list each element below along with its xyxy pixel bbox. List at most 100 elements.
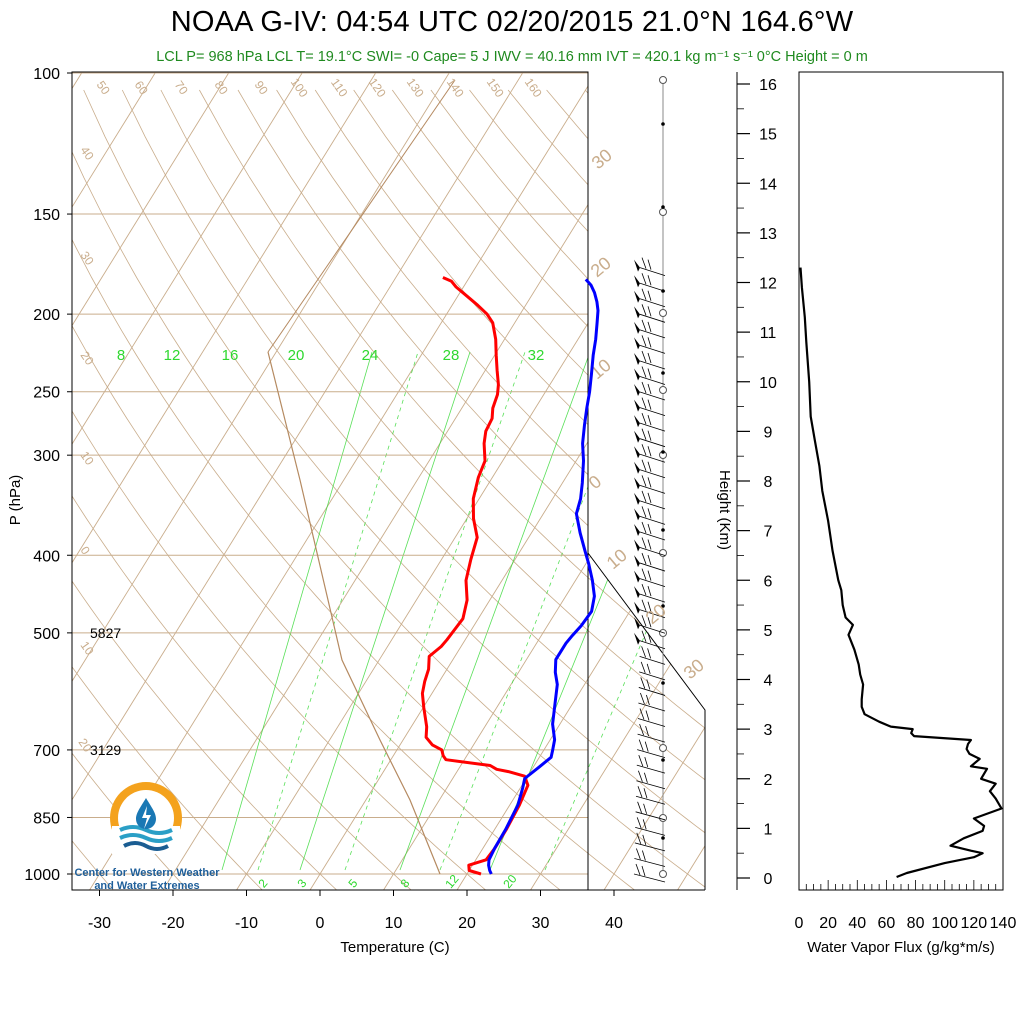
wind-calm-circle xyxy=(659,870,667,878)
logo-line-2: and Water Extremes xyxy=(94,880,199,892)
wind-barb-feather xyxy=(635,863,641,876)
wind-barb-feather xyxy=(647,290,652,301)
wind-barb xyxy=(635,801,666,821)
wind-barb-feather xyxy=(647,446,652,457)
isotherm-line xyxy=(456,489,705,890)
wind-barb-feather xyxy=(641,397,647,409)
wind-barb-shaft xyxy=(639,313,666,323)
wind-barb-shaft xyxy=(639,438,666,448)
isotherm-line xyxy=(72,72,524,801)
wind-barb-feather xyxy=(641,615,647,627)
isotherm-line xyxy=(72,72,377,564)
dry-adiabat-line xyxy=(72,324,561,890)
wind-barb-feather xyxy=(647,337,652,348)
mixing-ratio-line xyxy=(221,351,373,871)
wind-barb-pennant xyxy=(634,368,640,381)
wind-barb-pennant xyxy=(634,430,640,443)
mixing-ratio-line xyxy=(257,351,419,871)
pressure-tick-label: 500 xyxy=(33,626,60,643)
height-tick-label: 7 xyxy=(764,524,773,541)
height-label: 5827 xyxy=(90,625,121,641)
wind-barb-feather xyxy=(646,679,651,690)
wind-barb-pennant xyxy=(634,539,640,552)
dry-adiabat-line xyxy=(72,150,705,888)
wind-barb-pennant xyxy=(634,337,640,350)
wind-barb-feather xyxy=(636,817,642,829)
wind-barb-pennant xyxy=(634,617,640,630)
wind-barb-feather xyxy=(641,568,647,580)
wind-point xyxy=(661,528,665,532)
wind-barb-feather xyxy=(642,850,646,861)
wind-point xyxy=(661,758,665,762)
wind-point xyxy=(661,205,665,209)
x-axis-title: Temperature (C) xyxy=(340,939,449,956)
wind-barb-shaft xyxy=(639,593,666,603)
wind-barb-pennant xyxy=(634,508,640,521)
dewpoint-profile xyxy=(487,278,600,875)
wind-barb-feather xyxy=(641,552,647,565)
wind-barb-shaft xyxy=(639,282,666,292)
wind-barb-feather xyxy=(641,584,647,596)
wind-barb-feather xyxy=(636,832,642,845)
height-tick-label: 13 xyxy=(759,226,777,243)
wind-barb-feather xyxy=(647,539,652,550)
wind-barb-shaft xyxy=(638,687,666,696)
isotherm-label: 130 xyxy=(404,75,427,100)
wind-barb xyxy=(634,335,666,354)
height-tick-label: 10 xyxy=(759,375,777,392)
wind-barb-shaft xyxy=(637,749,666,759)
wind-barb xyxy=(634,615,666,634)
wind-barb xyxy=(634,552,666,572)
isotherm-label: 40 xyxy=(78,144,97,163)
dry-adiabat-line xyxy=(72,752,189,890)
height-tick-label: 0 xyxy=(764,871,773,888)
wind-barb xyxy=(633,863,666,883)
height-tick-label: 4 xyxy=(764,673,773,690)
height-axis-title: Height (Km) xyxy=(716,470,733,550)
height-tick-label: 9 xyxy=(764,424,773,441)
wind-barb-feather xyxy=(641,335,647,347)
height-tick-label: 14 xyxy=(759,176,777,193)
mixing-ratio-label: 12 xyxy=(164,347,181,364)
wind-calm-circle xyxy=(659,386,667,394)
wind-barb xyxy=(639,661,666,681)
isotherm-label: 10 xyxy=(78,639,97,658)
parcel-trace xyxy=(267,351,441,875)
flux-tick-label: 100 xyxy=(931,915,958,932)
temperature-tick-label: -30 xyxy=(88,915,111,932)
isotherm-label: 120 xyxy=(366,75,389,100)
height-tick-label: 6 xyxy=(764,573,773,590)
isotherm-line xyxy=(72,72,304,446)
wind-barb xyxy=(634,397,666,416)
pressure-tick-label: 400 xyxy=(33,548,60,565)
wind-barb-feather xyxy=(641,288,647,300)
wind-barb-feather xyxy=(641,537,647,549)
wind-barb-pennant xyxy=(634,399,640,412)
dry-adiabat-line xyxy=(72,495,412,890)
isotherm-line xyxy=(309,252,705,890)
pressure-tick-label: 300 xyxy=(33,448,60,465)
wind-barb xyxy=(634,490,666,510)
mixing-ratio-label: 16 xyxy=(222,347,239,364)
wind-barb xyxy=(634,584,666,603)
wind-barb-feather xyxy=(637,801,642,813)
wind-barb-shaft xyxy=(639,531,666,541)
wind-barb-shaft xyxy=(639,655,666,665)
dry-adiabat-line xyxy=(237,89,705,629)
wind-barb-shaft xyxy=(636,764,666,774)
wind-barb-feather xyxy=(641,646,646,658)
wind-barb-shaft xyxy=(639,298,666,308)
isotherm-label: 100 xyxy=(288,75,311,100)
wind-barb-shaft xyxy=(639,562,666,572)
wind-calm-circle xyxy=(659,309,667,317)
isotherm-label: 50 xyxy=(94,78,113,97)
wind-barb-shaft xyxy=(639,360,666,370)
isotherm-label: 70 xyxy=(172,78,191,97)
height-tick-label: 8 xyxy=(764,474,773,491)
isotherm-label: 110 xyxy=(328,76,351,100)
mixing-ratio-label: 3 xyxy=(294,876,309,890)
wind-barb xyxy=(634,381,666,401)
wind-barb-feather xyxy=(647,368,652,379)
isotherm-line xyxy=(896,62,1024,894)
height-tick-label: 16 xyxy=(759,77,777,94)
